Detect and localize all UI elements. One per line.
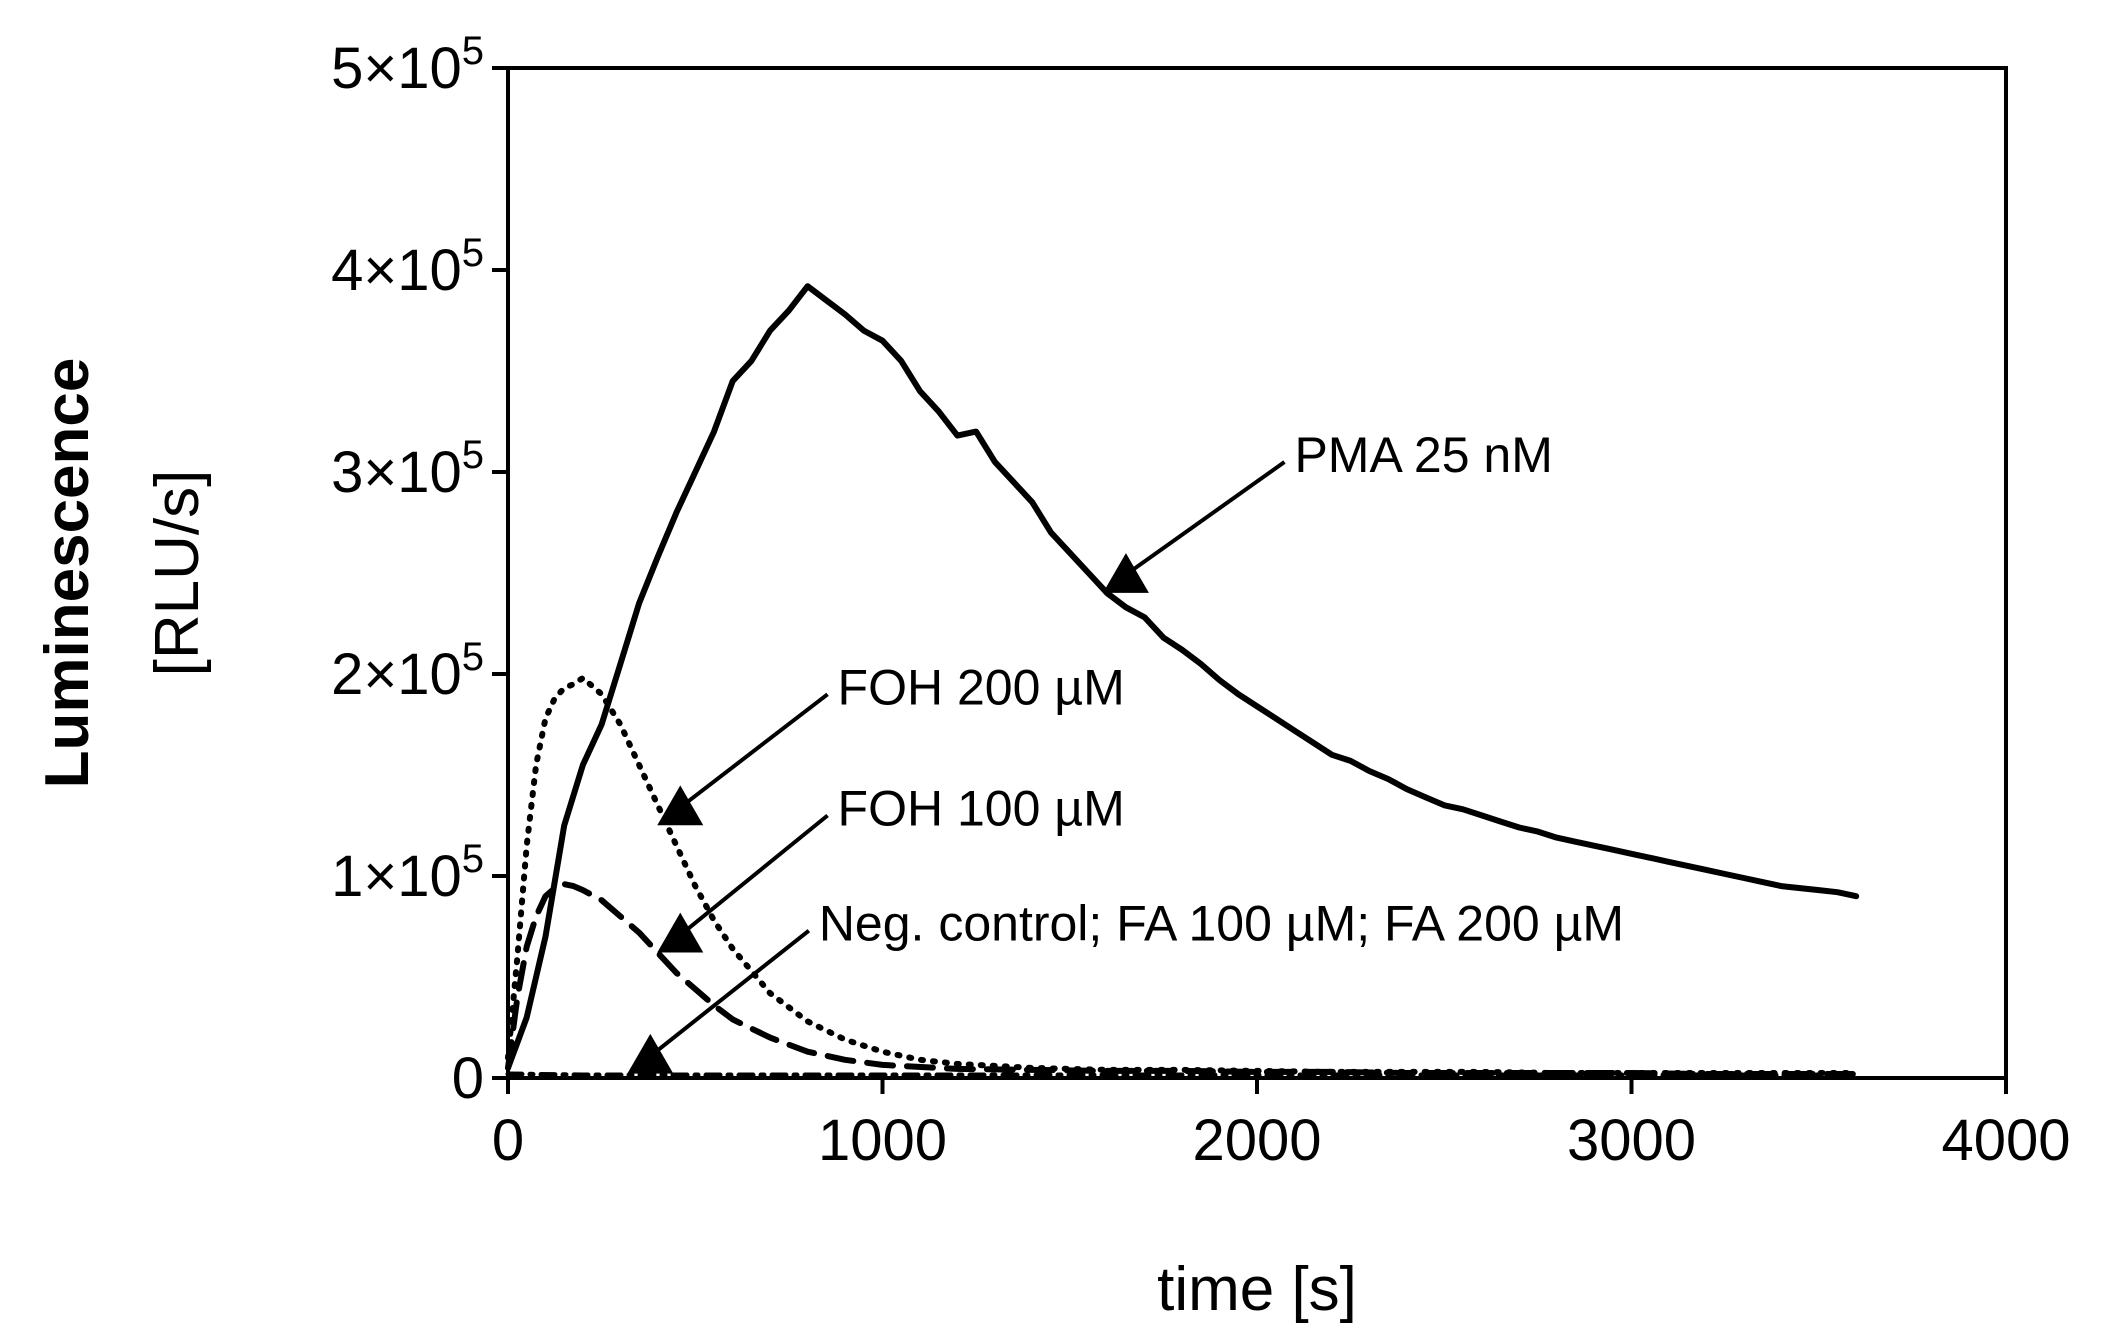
y-tick-exponent: 5: [462, 433, 484, 477]
annotation-arrow-line: [687, 692, 829, 803]
series-lines: [505, 283, 1860, 1078]
x-tick-label: 0: [492, 1108, 524, 1173]
axis-tick-labels: 0 1000 2000 3000 400001×1052×1053×1054×1055×…: [331, 29, 2070, 1173]
y-tick-base: 0: [452, 1046, 484, 1111]
y-tick-base: 4×10: [331, 238, 462, 303]
series-line-dotted: [505, 675, 1860, 1076]
y-tick-base: 5×10: [331, 36, 462, 101]
y-tick-base: 2×10: [331, 642, 462, 707]
y-tick-exponent: 5: [462, 837, 484, 881]
annotations: PMA 25 nM FOH 200 µM FOH 100 µM Neg. contro…: [627, 427, 1624, 1074]
annotation-arrowhead: [1102, 553, 1149, 593]
y-tick-exponent: 5: [462, 231, 484, 275]
y-axis-label-line2: [RLU/s]: [143, 470, 212, 677]
y-tick-label: 0: [452, 1046, 484, 1111]
annotation-arrowhead: [627, 1033, 674, 1074]
axis-ticks: [492, 66, 2008, 1094]
x-axis-label: time [s]: [1157, 1255, 1357, 1324]
annotation-label: PMA 25 nM: [1294, 427, 1552, 483]
y-tick-base: 3×10: [331, 440, 462, 505]
x-tick-label: 1000: [818, 1108, 947, 1173]
annotation-arrow-line: [1132, 460, 1286, 571]
x-tick-label: 4000: [1941, 1108, 2070, 1173]
y-tick-label: 2×105: [331, 635, 484, 707]
annotation-label: Neg. control; FA 100 µM; FA 200 µM: [819, 896, 1624, 952]
y-tick-label: 5×105: [331, 29, 484, 101]
annotation-1: FOH 200 µM: [657, 659, 1125, 826]
annotation-arrowhead: [657, 785, 704, 826]
y-tick-label: 1×105: [331, 837, 484, 909]
y-tick-label: 3×105: [331, 433, 484, 505]
annotation-0: PMA 25 nM: [1102, 427, 1553, 593]
annotation-2: FOH 100 µM: [657, 781, 1125, 953]
series-line-solid: [505, 283, 1860, 1071]
annotation-arrowhead: [657, 912, 704, 953]
y-tick-exponent: 5: [462, 29, 484, 73]
annotation-arrow-line: [687, 813, 829, 931]
y-tick-exponent: 5: [462, 635, 484, 679]
y-tick-label: 4×105: [331, 231, 484, 303]
y-axis-label-line1: Luminescence: [33, 358, 102, 789]
annotation-label: FOH 100 µM: [838, 781, 1125, 837]
x-tick-label: 3000: [1567, 1108, 1696, 1173]
annotation-arrow-line: [657, 929, 811, 1052]
annotation-3: Neg. control; FA 100 µM; FA 200 µM: [627, 896, 1624, 1074]
annotation-label: FOH 200 µM: [838, 659, 1125, 715]
x-tick-label: 2000: [1192, 1108, 1321, 1173]
series-line-dash-dot: [505, 1071, 1859, 1078]
y-tick-base: 1×10: [331, 844, 462, 909]
